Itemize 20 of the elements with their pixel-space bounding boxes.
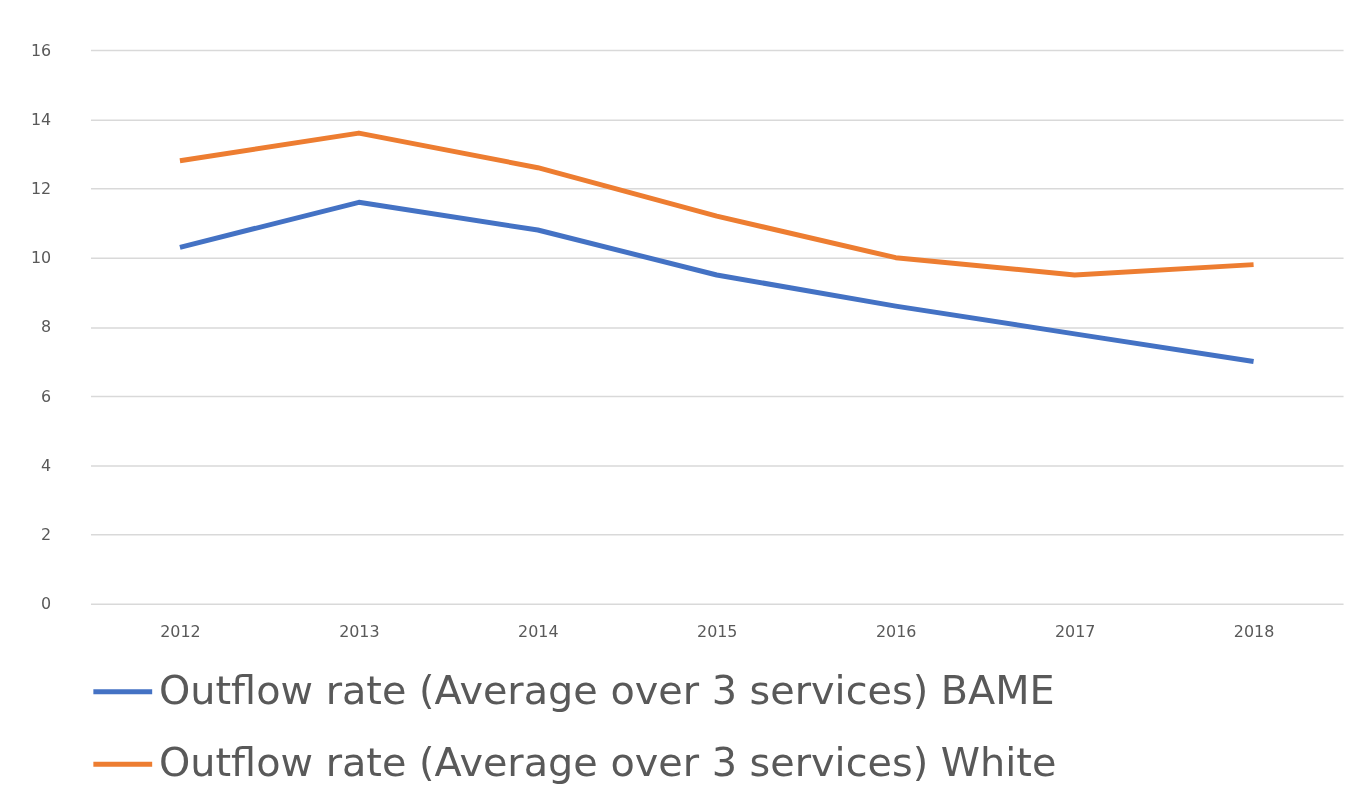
legend-label: Outflow rate (Average over 3 services) White — [159, 739, 1057, 786]
y-tick-label: 6 — [41, 386, 52, 406]
x-tick-label: 2018 — [1233, 622, 1275, 642]
legend-label: Outflow rate (Average over 3 services) BAME — [159, 666, 1055, 713]
y-tick-label: 2 — [41, 525, 52, 545]
y-tick-label: 16 — [30, 40, 52, 60]
x-tick-label: 2017 — [1054, 622, 1096, 642]
x-tick-label: 2014 — [518, 622, 559, 642]
x-tick-label: 2013 — [339, 622, 380, 642]
x-tick-label: 2012 — [160, 622, 201, 642]
y-tick-label: 0 — [41, 594, 52, 614]
y-tick-label: 4 — [41, 455, 52, 475]
line-series — [177, 130, 1257, 278]
x-tick-label: 2016 — [875, 622, 917, 642]
y-tick-label: 12 — [30, 178, 52, 198]
y-tick-label: 14 — [30, 109, 52, 129]
line-series — [177, 199, 1257, 365]
y-tick-label: 10 — [30, 248, 52, 268]
x-tick-label: 2015 — [697, 622, 738, 642]
y-tick-label: 8 — [41, 317, 52, 337]
